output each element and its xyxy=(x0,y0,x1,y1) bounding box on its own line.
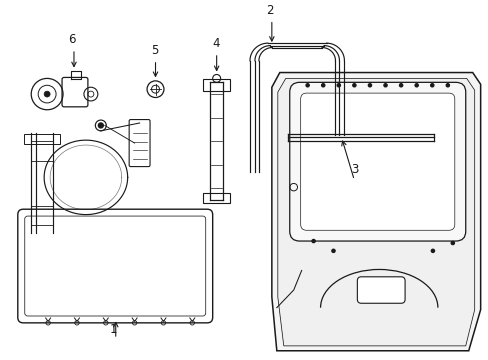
Text: 5: 5 xyxy=(150,44,158,57)
Circle shape xyxy=(399,84,402,87)
Circle shape xyxy=(414,84,417,87)
Circle shape xyxy=(321,84,324,87)
Circle shape xyxy=(450,242,453,244)
Circle shape xyxy=(352,84,355,87)
Circle shape xyxy=(98,123,103,128)
FancyBboxPatch shape xyxy=(25,216,205,316)
Circle shape xyxy=(71,215,75,219)
FancyBboxPatch shape xyxy=(62,77,88,107)
Circle shape xyxy=(446,84,448,87)
Circle shape xyxy=(367,84,371,87)
Circle shape xyxy=(383,84,386,87)
Circle shape xyxy=(331,249,334,252)
Text: 3: 3 xyxy=(350,163,357,176)
Text: 1: 1 xyxy=(110,323,117,336)
Circle shape xyxy=(430,84,433,87)
FancyBboxPatch shape xyxy=(203,80,230,91)
Text: 4: 4 xyxy=(211,37,219,50)
Circle shape xyxy=(311,239,315,243)
FancyBboxPatch shape xyxy=(18,209,212,323)
FancyBboxPatch shape xyxy=(289,82,465,241)
Bar xyxy=(24,224,60,234)
FancyBboxPatch shape xyxy=(129,120,150,167)
Bar xyxy=(24,134,60,144)
Circle shape xyxy=(337,84,340,87)
Text: 6: 6 xyxy=(68,33,76,46)
Text: 2: 2 xyxy=(265,4,273,17)
FancyBboxPatch shape xyxy=(25,230,59,244)
Circle shape xyxy=(44,91,50,97)
PathPatch shape xyxy=(277,78,474,346)
Circle shape xyxy=(305,84,308,87)
FancyBboxPatch shape xyxy=(300,93,454,230)
Circle shape xyxy=(430,249,434,252)
FancyBboxPatch shape xyxy=(203,193,230,203)
PathPatch shape xyxy=(271,72,480,351)
FancyBboxPatch shape xyxy=(357,277,404,303)
